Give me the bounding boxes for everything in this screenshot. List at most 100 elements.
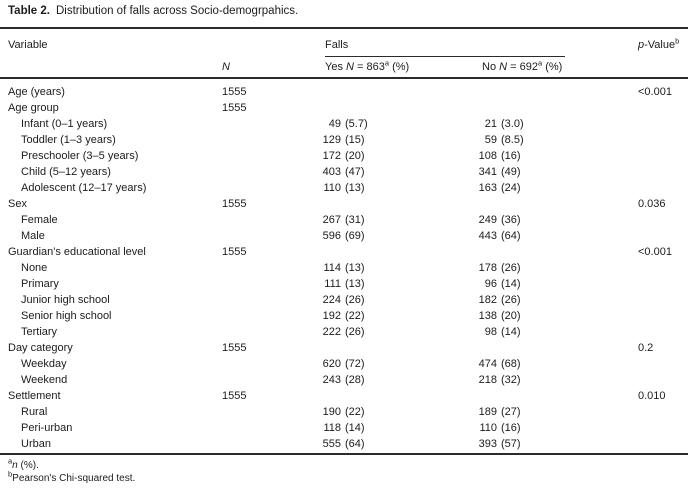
table-row: Weekend 243 (28) 218 (32) xyxy=(0,372,688,388)
cell-p-value: 0.010 xyxy=(638,390,666,402)
table-row: Male 596 (69) 443 (64) xyxy=(0,228,688,244)
table-row: Infant (0–1 years) 49 (5.7) 21 (3.0) xyxy=(0,116,688,132)
cell-falls-no-count: 182 xyxy=(478,294,497,306)
cell-falls-yes-count: 222 xyxy=(322,326,341,338)
cell-falls-yes-count: 114 xyxy=(323,262,341,274)
cell-falls-no-percent: (3.0) xyxy=(501,118,524,130)
footnote-marker-a: a xyxy=(384,58,390,68)
table-row: Age (years) 1555 <0.001 xyxy=(0,84,688,100)
cell-falls-yes-percent: (69) xyxy=(345,230,365,242)
cell-falls-no-percent: (26) xyxy=(501,262,521,274)
cell-falls-yes-count: 243 xyxy=(322,374,341,386)
cell-falls-yes-count: 267 xyxy=(322,214,341,226)
cell-falls-yes-count: 596 xyxy=(322,230,341,242)
cell-falls-yes-percent: (13) xyxy=(345,278,365,290)
cell-falls-no-count: 98 xyxy=(484,326,497,338)
table-caption: Distribution of falls across Socio-demog… xyxy=(55,5,299,17)
cell-falls-no-percent: (36) xyxy=(501,214,521,226)
header-row-2: N Yes N = 863a (%) No N = 692a (%) xyxy=(0,59,688,75)
cell-p-value: 0.036 xyxy=(638,198,666,210)
table-row: Sex 1555 0.036 xyxy=(0,196,688,212)
cell-falls-no-percent: (68) xyxy=(501,358,521,370)
cell-falls-yes-count: 555 xyxy=(322,438,341,450)
table-row: Tertiary 222 (26) 98 (14) xyxy=(0,324,688,340)
cell-falls-yes-count: 118 xyxy=(323,422,341,434)
falls-spanner-rule xyxy=(325,56,565,57)
cell-falls-no-percent: (16) xyxy=(501,150,521,162)
cell-falls-yes-count: 172 xyxy=(322,150,341,162)
cell-falls-yes-percent: (26) xyxy=(345,294,365,306)
cell-falls-yes-percent: (20) xyxy=(345,150,365,162)
cell-falls-no-percent: (16) xyxy=(501,422,521,434)
cell-variable: Peri-urban xyxy=(21,422,73,434)
top-rule xyxy=(0,27,688,29)
cell-falls-yes-percent: (5.7) xyxy=(345,118,368,130)
table-row: Day category 1555 0.2 xyxy=(0,340,688,356)
cell-falls-no-count: 474 xyxy=(478,358,497,370)
cell-variable: Age group xyxy=(8,102,59,114)
cell-falls-no-percent: (27) xyxy=(501,406,521,418)
cell-n: 1555 xyxy=(222,246,247,258)
cell-falls-yes-percent: (28) xyxy=(345,374,365,386)
cell-p-value: <0.001 xyxy=(638,246,672,258)
cell-variable: Day category xyxy=(8,342,73,354)
table-row: Adolescent (12–17 years) 110 (13) 163 (2… xyxy=(0,180,688,196)
cell-falls-yes-percent: (15) xyxy=(345,134,365,146)
cell-falls-yes-count: 403 xyxy=(322,166,341,178)
cell-variable: Toddler (1–3 years) xyxy=(21,134,116,146)
column-header-falls-group: Falls xyxy=(325,39,349,51)
cell-falls-yes-percent: (14) xyxy=(345,422,365,434)
cell-falls-no-percent: (8.5) xyxy=(501,134,524,146)
table-row: Toddler (1–3 years) 129 (15) 59 (8.5) xyxy=(0,132,688,148)
cell-variable: Weekday xyxy=(21,358,67,370)
footnote-marker-b: b xyxy=(675,36,680,46)
cell-variable: Senior high school xyxy=(21,310,112,322)
column-header-p-value: p-Valueb xyxy=(638,36,680,51)
table-body: Age (years) 1555 <0.001 Age group 1555 I… xyxy=(0,84,688,452)
cell-falls-no-percent: (14) xyxy=(501,326,521,338)
cell-falls-yes-percent: (13) xyxy=(345,182,365,194)
cell-falls-yes-percent: (13) xyxy=(345,262,365,274)
cell-p-value: <0.001 xyxy=(638,86,672,98)
table-row: Preschooler (3–5 years) 172 (20) 108 (16… xyxy=(0,148,688,164)
cell-falls-no-count: 96 xyxy=(484,278,497,290)
cell-falls-no-count: 341 xyxy=(478,166,497,178)
cell-falls-no-count: 249 xyxy=(478,214,497,226)
table-title: Table 2. Distribution of falls across Soc… xyxy=(8,5,298,17)
cell-variable: Male xyxy=(21,230,45,242)
cell-variable: Rural xyxy=(21,406,48,418)
cell-variable: Sex xyxy=(8,198,27,210)
header-bottom-rule xyxy=(0,77,688,79)
cell-n: 1555 xyxy=(222,102,247,114)
cell-falls-yes-percent: (22) xyxy=(345,310,365,322)
cell-falls-no-percent: (64) xyxy=(501,230,521,242)
cell-falls-no-percent: (14) xyxy=(501,278,521,290)
column-header-variable: Variable xyxy=(8,39,48,51)
cell-falls-no-percent: (57) xyxy=(501,438,521,450)
column-header-falls-no: No N = 692a (%) xyxy=(482,58,563,73)
cell-falls-no-count: 218 xyxy=(478,374,497,386)
cell-variable: Adolescent (12–17 years) xyxy=(21,182,147,194)
cell-falls-yes-count: 620 xyxy=(322,358,341,370)
cell-falls-yes-percent: (64) xyxy=(345,438,365,450)
column-header-falls-yes: Yes N = 863a (%) xyxy=(325,58,410,73)
table-row: Age group 1555 xyxy=(0,100,688,116)
table-number: Table 2. xyxy=(8,5,50,17)
cell-falls-yes-percent: (47) xyxy=(345,166,365,178)
table-row: Rural 190 (22) 189 (27) xyxy=(0,404,688,420)
cell-falls-no-percent: (24) xyxy=(501,182,521,194)
cell-falls-no-count: 163 xyxy=(478,182,497,194)
cell-variable: Guardian's educational level xyxy=(8,246,146,258)
cell-p-value: 0.2 xyxy=(638,342,654,354)
cell-falls-no-percent: (20) xyxy=(501,310,521,322)
table-row: Senior high school 192 (22) 138 (20) xyxy=(0,308,688,324)
table-row: Primary 111 (13) 96 (14) xyxy=(0,276,688,292)
cell-falls-yes-percent: (72) xyxy=(345,358,365,370)
table-row: Peri-urban 118 (14) 110 (16) xyxy=(0,420,688,436)
cell-variable: Urban xyxy=(21,438,51,450)
cell-falls-yes-count: 110 xyxy=(323,182,341,194)
cell-n: 1555 xyxy=(222,86,247,98)
cell-falls-no-count: 110 xyxy=(479,422,497,434)
cell-n: 1555 xyxy=(222,198,247,210)
cell-variable: Female xyxy=(21,214,58,226)
